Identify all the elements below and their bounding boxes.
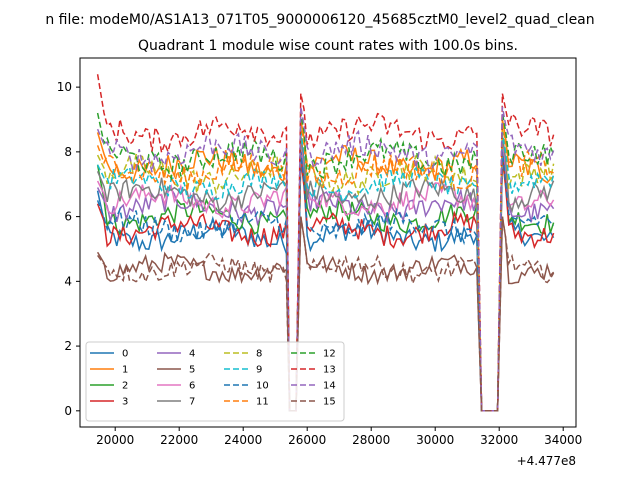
legend-label-11: 11 bbox=[256, 397, 269, 408]
series-line-1 bbox=[96, 119, 555, 412]
series-line-2 bbox=[96, 151, 555, 412]
legend-label-7: 7 bbox=[189, 397, 195, 408]
legend-label-8: 8 bbox=[256, 349, 262, 360]
y-tick-label: 10 bbox=[57, 80, 72, 94]
legend-label-10: 10 bbox=[256, 381, 269, 392]
y-axis: 0 2 4 6 8 10 bbox=[57, 80, 80, 418]
plot-lines bbox=[96, 74, 555, 412]
series-line-7 bbox=[96, 135, 555, 412]
legend-label-9: 9 bbox=[256, 365, 262, 376]
x-tick-label: 24000 bbox=[224, 433, 262, 447]
legend-label-5: 5 bbox=[189, 365, 195, 376]
y-tick-label: 2 bbox=[64, 339, 72, 353]
y-tick-label: 0 bbox=[64, 404, 72, 418]
legend-label-1: 1 bbox=[122, 365, 128, 376]
x-tick-label: 28000 bbox=[352, 433, 390, 447]
legend-label-2: 2 bbox=[122, 381, 128, 392]
x-tick-label: 34000 bbox=[544, 433, 582, 447]
x-tick-label: 26000 bbox=[288, 433, 326, 447]
y-tick-label: 6 bbox=[64, 210, 72, 224]
x-tick-label: 20000 bbox=[96, 433, 134, 447]
legend-label-4: 4 bbox=[189, 349, 195, 360]
legend-box bbox=[85, 341, 345, 422]
plot-frame bbox=[79, 57, 577, 428]
legend-label-3: 3 bbox=[122, 397, 128, 408]
legend-label-14: 14 bbox=[323, 381, 336, 392]
x-tick-label: 22000 bbox=[160, 433, 198, 447]
series-line-5 bbox=[96, 216, 555, 412]
chart-title: Quadrant 1 module wise count rates with … bbox=[138, 38, 518, 54]
y-tick-label: 4 bbox=[64, 274, 72, 288]
series-line-13 bbox=[96, 74, 555, 412]
legend-label-12: 12 bbox=[323, 349, 336, 360]
series-line-15 bbox=[96, 216, 555, 412]
figure-suptitle: n file: modeM0/AS1A13_071T05_9000006120_… bbox=[45, 12, 594, 28]
x-tick-label: 32000 bbox=[480, 433, 518, 447]
legend-label-6: 6 bbox=[189, 381, 195, 392]
series-line-9 bbox=[96, 132, 555, 412]
y-tick-label: 8 bbox=[64, 145, 72, 159]
series-line-12 bbox=[96, 112, 555, 412]
series-line-3 bbox=[96, 158, 555, 412]
legend-label-0: 0 bbox=[122, 349, 128, 360]
x-offset-label: +4.477e8 bbox=[517, 454, 576, 468]
series-line-8 bbox=[96, 129, 555, 412]
series-line-10 bbox=[96, 151, 555, 412]
legend-label-13: 13 bbox=[323, 365, 336, 376]
legend-label-15: 15 bbox=[323, 397, 336, 408]
x-axis: 20000 22000 24000 26000 28000 30000 32000 34000 bbox=[96, 427, 582, 447]
x-tick-label: 30000 bbox=[416, 433, 454, 447]
